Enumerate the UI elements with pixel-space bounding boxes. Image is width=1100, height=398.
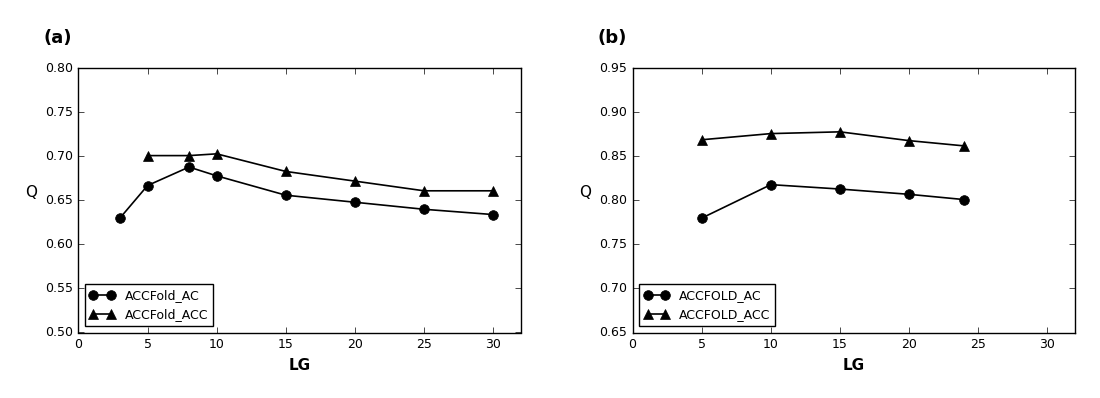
ACCFOLD_AC xyxy=(902,192,915,197)
ACCFold_ACC xyxy=(349,179,362,183)
Y-axis label: Q: Q xyxy=(25,185,37,201)
ACCFold_ACC xyxy=(279,169,293,174)
Line: ACCFOLD_ACC: ACCFOLD_ACC xyxy=(697,127,969,151)
ACCFOLD_AC xyxy=(958,197,971,202)
Line: ACCFOLD_AC: ACCFOLD_AC xyxy=(697,180,969,223)
ACCFold_ACC xyxy=(418,188,431,193)
ACCFold_AC xyxy=(349,200,362,205)
Line: ACCFold_AC: ACCFold_AC xyxy=(116,162,498,223)
ACCFOLD_ACC xyxy=(834,129,847,134)
ACCFold_AC xyxy=(279,193,293,197)
ACCFOLD_AC xyxy=(834,187,847,191)
ACCFold_AC xyxy=(141,183,154,188)
Text: (b): (b) xyxy=(597,29,627,47)
Text: (a): (a) xyxy=(43,29,72,47)
ACCFold_ACC xyxy=(210,152,223,156)
Legend: ACCFold_AC, ACCFold_ACC: ACCFold_AC, ACCFold_ACC xyxy=(85,284,213,326)
ACCFold_AC xyxy=(210,174,223,178)
ACCFold_ACC xyxy=(486,188,499,193)
ACCFold_AC xyxy=(418,207,431,212)
Legend: ACCFOLD_AC, ACCFOLD_ACC: ACCFOLD_AC, ACCFOLD_ACC xyxy=(639,284,775,326)
Y-axis label: Q: Q xyxy=(580,185,591,201)
ACCFold_AC xyxy=(486,212,499,217)
Line: ACCFold_ACC: ACCFold_ACC xyxy=(143,149,498,196)
ACCFold_ACC xyxy=(141,153,154,158)
ACCFOLD_AC xyxy=(695,216,708,220)
ACCFold_AC xyxy=(183,165,196,170)
ACCFold_ACC xyxy=(183,153,196,158)
ACCFOLD_AC xyxy=(764,182,778,187)
ACCFOLD_ACC xyxy=(695,137,708,142)
ACCFOLD_ACC xyxy=(902,138,915,143)
ACCFOLD_ACC xyxy=(958,144,971,148)
X-axis label: LG: LG xyxy=(288,358,310,373)
ACCFOLD_ACC xyxy=(764,131,778,136)
X-axis label: LG: LG xyxy=(843,358,865,373)
ACCFold_AC xyxy=(113,216,127,220)
